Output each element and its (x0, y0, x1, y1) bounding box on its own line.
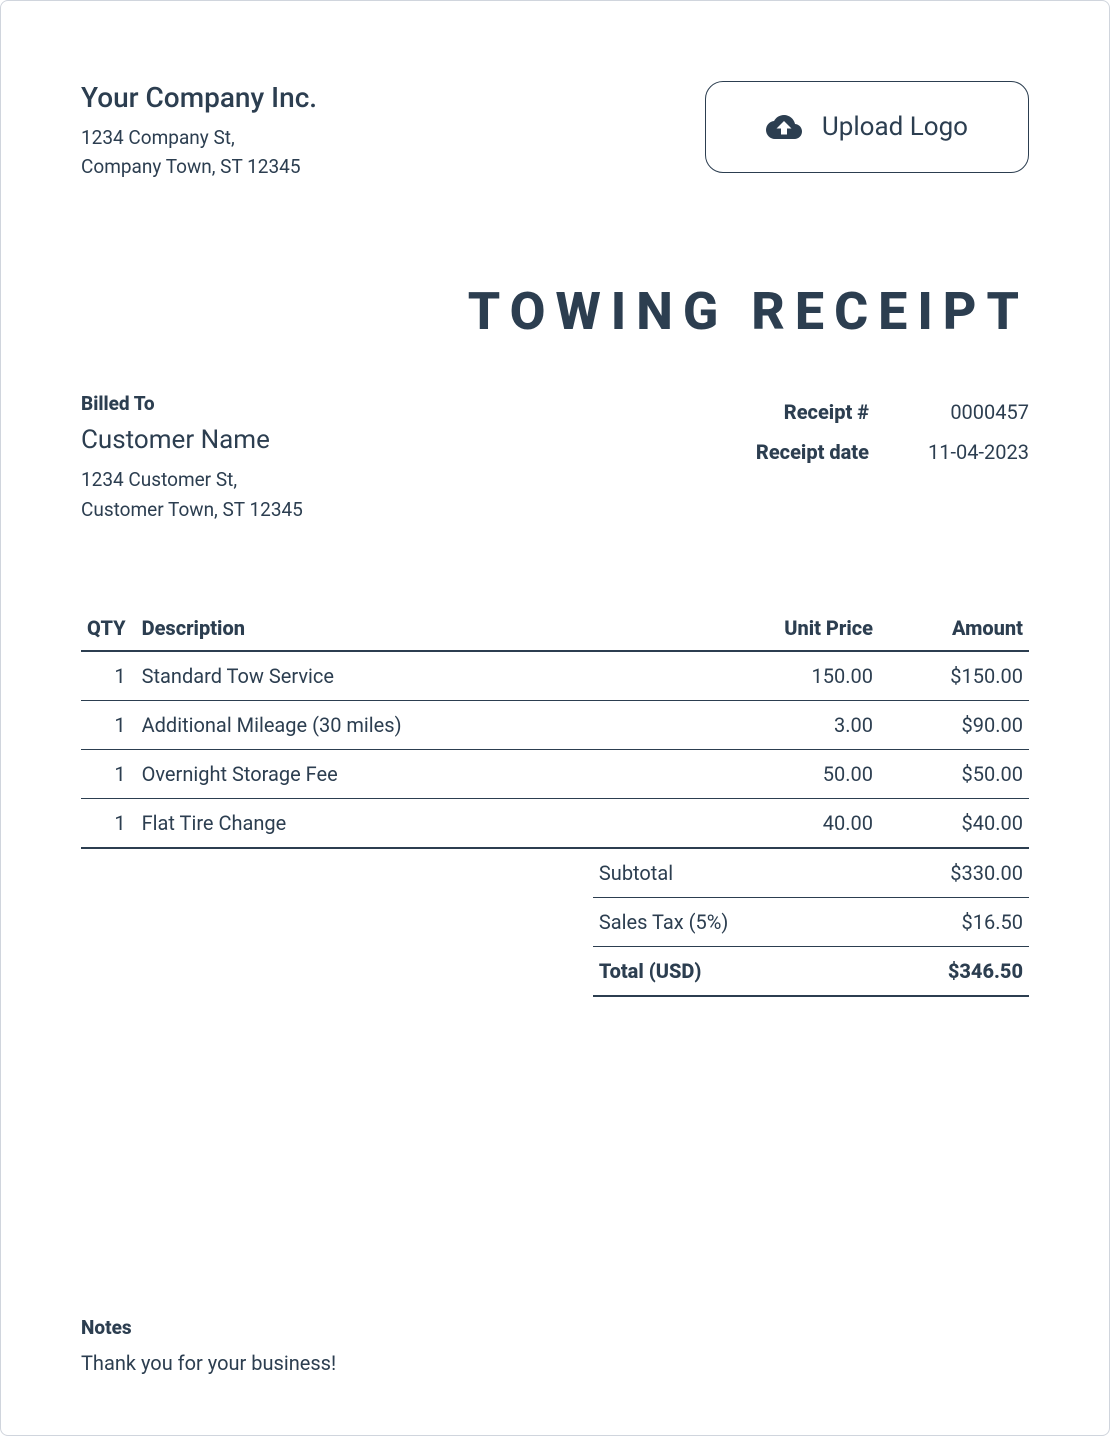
cell-description: Standard Tow Service (136, 651, 729, 701)
receipt-number-value: 0000457 (869, 392, 1029, 432)
customer-address: 1234 Customer St, Customer Town, ST 1234… (81, 465, 716, 526)
subtotal-row: Subtotal $330.00 (593, 849, 1029, 898)
billed-to-label: Billed To (81, 392, 716, 415)
company-name: Your Company Inc. (81, 81, 705, 114)
cell-qty: 1 (81, 651, 136, 701)
table-row: 1 Standard Tow Service 150.00 $150.00 (81, 651, 1029, 701)
cell-qty: 1 (81, 749, 136, 798)
company-address-line2: Company Town, ST 12345 (81, 153, 705, 182)
cell-description: Additional Mileage (30 miles) (136, 700, 729, 749)
upload-logo-button[interactable]: Upload Logo (705, 81, 1029, 173)
receipt-meta-table: Receipt # 0000457 Receipt date 11-04-202… (716, 392, 1029, 472)
tax-row: Sales Tax (5%) $16.50 (593, 897, 1029, 946)
tax-value: $16.50 (863, 897, 1029, 946)
cell-amount: $50.00 (879, 749, 1029, 798)
header-qty: QTY (81, 606, 136, 651)
cell-amount: $90.00 (879, 700, 1029, 749)
notes-label: Notes (81, 1316, 1029, 1339)
header-description: Description (136, 606, 729, 651)
receipt-title: TOWING RECEIPT (81, 281, 1029, 342)
receipt-date-label: Receipt date (716, 432, 869, 472)
receipt-number-label: Receipt # (716, 392, 869, 432)
company-address-line1: 1234 Company St, (81, 124, 705, 153)
meta-row: Billed To Customer Name 1234 Customer St… (81, 392, 1029, 526)
receipt-meta-block: Receipt # 0000457 Receipt date 11-04-202… (716, 392, 1029, 526)
line-items-table: QTY Description Unit Price Amount 1 Stan… (81, 606, 1029, 849)
cell-unit-price: 3.00 (729, 700, 879, 749)
receipt-date-value: 11-04-2023 (869, 432, 1029, 472)
customer-address-line2: Customer Town, ST 12345 (81, 495, 716, 525)
table-header-row: QTY Description Unit Price Amount (81, 606, 1029, 651)
table-row: 1 Overnight Storage Fee 50.00 $50.00 (81, 749, 1029, 798)
total-row: Total (USD) $346.50 (593, 946, 1029, 996)
total-value: $346.50 (863, 946, 1029, 996)
tax-label: Sales Tax (5%) (593, 897, 863, 946)
total-label: Total (USD) (593, 946, 863, 996)
cell-unit-price: 40.00 (729, 798, 879, 848)
header-row: Your Company Inc. 1234 Company St, Compa… (81, 81, 1029, 181)
upload-logo-label: Upload Logo (822, 112, 968, 142)
header-amount: Amount (879, 606, 1029, 651)
cell-qty: 1 (81, 798, 136, 848)
cell-amount: $150.00 (879, 651, 1029, 701)
notes-text: Thank you for your business! (81, 1351, 1029, 1375)
cell-description: Flat Tire Change (136, 798, 729, 848)
notes-block: Notes Thank you for your business! (81, 1276, 1029, 1375)
cell-unit-price: 50.00 (729, 749, 879, 798)
company-address: 1234 Company St, Company Town, ST 12345 (81, 124, 705, 181)
cell-description: Overnight Storage Fee (136, 749, 729, 798)
cloud-upload-icon (766, 113, 802, 141)
receipt-number-row: Receipt # 0000457 (716, 392, 1029, 432)
subtotal-value: $330.00 (863, 849, 1029, 898)
customer-name: Customer Name (81, 425, 716, 455)
receipt-page: Your Company Inc. 1234 Company St, Compa… (0, 0, 1110, 1436)
customer-address-line1: 1234 Customer St, (81, 465, 716, 495)
table-row: 1 Additional Mileage (30 miles) 3.00 $90… (81, 700, 1029, 749)
cell-amount: $40.00 (879, 798, 1029, 848)
company-block: Your Company Inc. 1234 Company St, Compa… (81, 81, 705, 181)
table-row: 1 Flat Tire Change 40.00 $40.00 (81, 798, 1029, 848)
totals-table: Subtotal $330.00 Sales Tax (5%) $16.50 T… (593, 849, 1029, 997)
header-unit-price: Unit Price (729, 606, 879, 651)
cell-unit-price: 150.00 (729, 651, 879, 701)
billed-to-block: Billed To Customer Name 1234 Customer St… (81, 392, 716, 526)
receipt-date-row: Receipt date 11-04-2023 (716, 432, 1029, 472)
subtotal-label: Subtotal (593, 849, 863, 898)
cell-qty: 1 (81, 700, 136, 749)
